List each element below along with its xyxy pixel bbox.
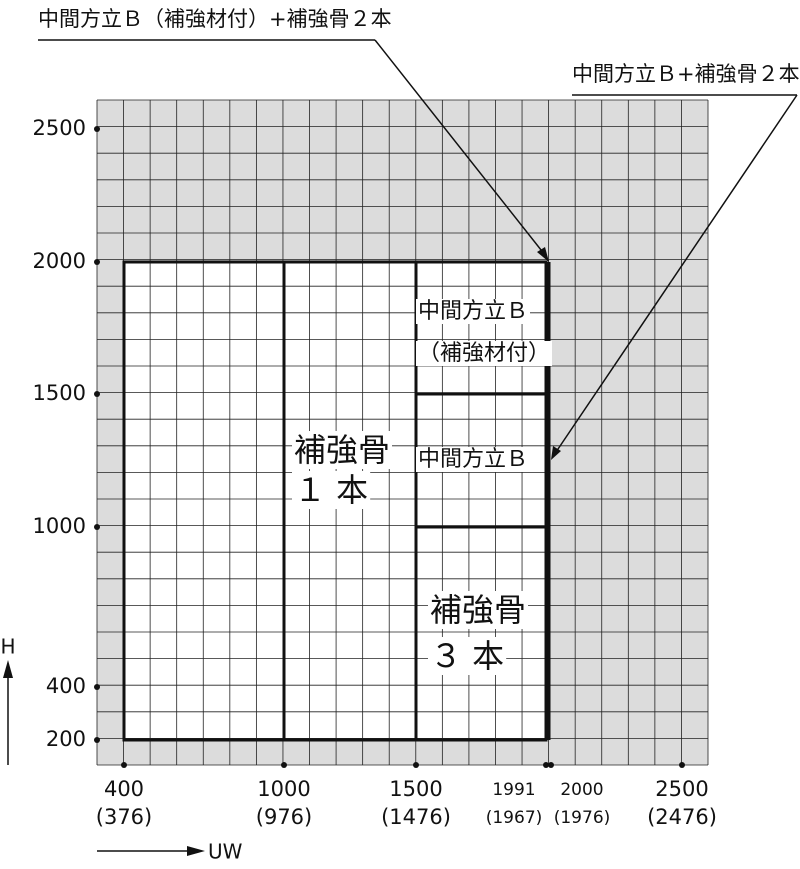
x-tick-sub: (376) [96, 805, 152, 829]
axis-label: H [0, 635, 15, 659]
x-tick-label: 1500 [389, 777, 442, 801]
x-tick-sub: (976) [256, 805, 312, 829]
tick-dot [94, 259, 100, 265]
x-tick-label: 2000 [560, 780, 603, 800]
x-tick-label: 2500 [655, 777, 708, 801]
x-tick-label: 400 [104, 777, 144, 801]
tick-dot [94, 684, 100, 690]
tick-dot [548, 762, 554, 768]
annotation: 中間方立Ｂ（補強材付）+補強骨２本 [38, 7, 392, 31]
region-label: １ 本 [294, 471, 368, 509]
label-bg [292, 471, 371, 509]
x-tick-sub: (2476) [647, 805, 717, 829]
x-tick-sub: (1967) [486, 808, 543, 828]
annotation: 中間方立Ｂ+補強骨２本 [572, 62, 800, 86]
x-tick-label: 1000 [257, 777, 310, 801]
y-tick-label: 2000 [33, 249, 86, 273]
region-label: 中間方立Ｂ [418, 447, 528, 472]
label-bg [416, 341, 553, 366]
tick-dot [94, 737, 100, 743]
region-label: 補強骨 [430, 591, 526, 629]
tick-dot [543, 762, 549, 768]
region-label: 中間方立Ｂ [418, 299, 528, 324]
label-bg [428, 637, 507, 675]
tick-dot [413, 762, 419, 768]
region-label: （補強材付） [418, 341, 550, 366]
annotation-leaders [3, 39, 798, 856]
x-tick-sub: (1976) [554, 808, 611, 828]
tick-dot [121, 762, 127, 768]
label-bg [416, 299, 531, 324]
tick-dot [679, 762, 685, 768]
x-tick-sub: (1476) [381, 805, 451, 829]
tick-dot [281, 762, 287, 768]
label-bg [292, 431, 393, 469]
y-tick-label: 200 [46, 727, 86, 751]
x-tick-label: 1991 [492, 780, 535, 800]
y-tick-label: 1500 [33, 381, 86, 405]
y-tick-label: 2500 [33, 116, 86, 140]
region-label: ３ 本 [430, 637, 504, 675]
tick-dot [94, 524, 100, 530]
region-label: 補強骨 [294, 431, 390, 469]
y-tick-label: 1000 [33, 514, 86, 538]
label-bg [428, 591, 529, 629]
axis-label: UW [208, 840, 243, 864]
tick-dot [94, 391, 100, 397]
label-bg [416, 447, 531, 472]
y-tick-label: 400 [46, 674, 86, 698]
tick-dot [94, 126, 100, 132]
